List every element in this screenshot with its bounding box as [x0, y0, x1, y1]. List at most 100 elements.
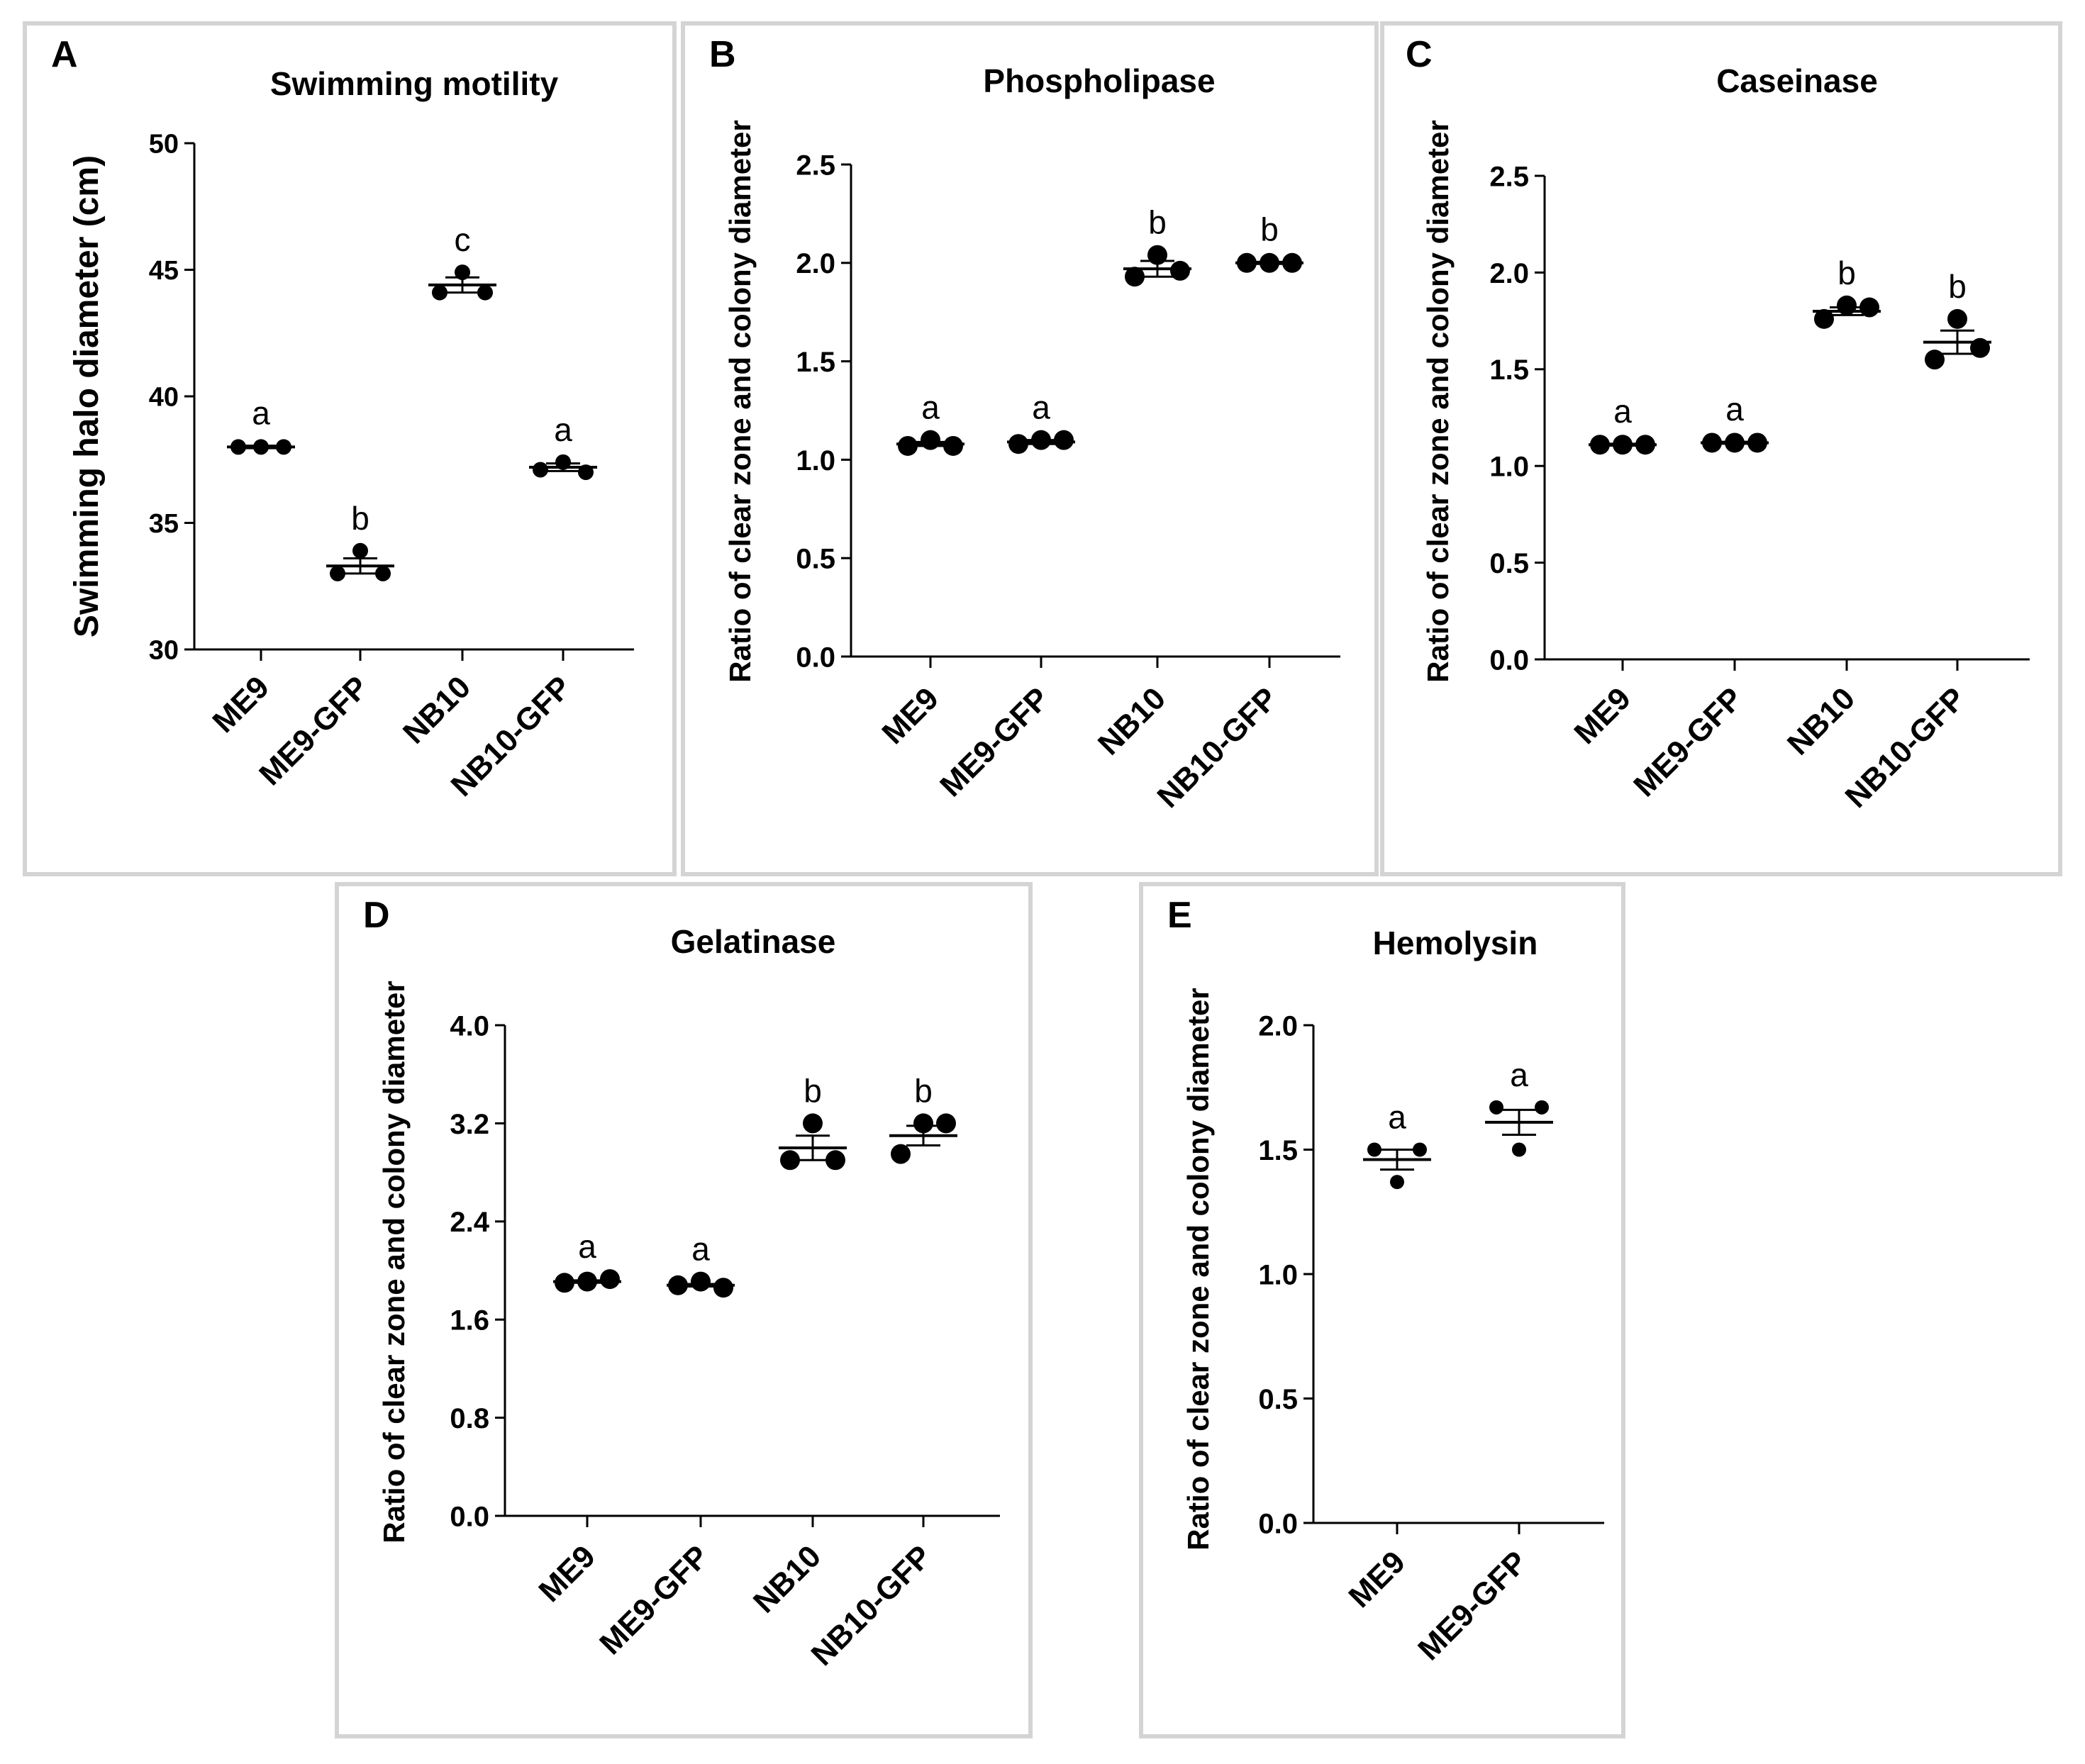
- y-tick-label: 1.5: [1489, 355, 1529, 386]
- significance-letter: a: [691, 1231, 710, 1268]
- x-tick-label: ME9: [532, 1539, 602, 1609]
- y-axis-label: Ratio of clear zone and colony diameter: [1182, 988, 1215, 1551]
- data-point: [600, 1269, 620, 1290]
- data-point: [936, 1113, 956, 1134]
- y-tick-label: 1.0: [1258, 1259, 1298, 1290]
- x-tick-label: NB10: [1091, 681, 1172, 761]
- panel-b: B Phospholipase Ratio of clear zone and co…: [681, 21, 1379, 876]
- data-point: [1925, 350, 1945, 370]
- significance-letter: a: [1725, 391, 1744, 428]
- significance-letter: a: [1032, 389, 1050, 426]
- x-tick-label: ME9: [875, 681, 945, 751]
- significance-letter: b: [1260, 211, 1279, 247]
- y-tick-label: 3.2: [450, 1109, 489, 1140]
- y-tick-label: 0.8: [450, 1403, 489, 1434]
- data-point: [1054, 430, 1074, 450]
- data-point: [330, 565, 345, 581]
- data-point: [1814, 308, 1834, 329]
- data-point: [455, 264, 470, 281]
- data-point: [1535, 1100, 1549, 1115]
- panel-e: E Hemolysin Ratio of clear zone and colony…: [1139, 882, 1625, 1738]
- y-axis-label: Swimming halo diameter (cm): [68, 155, 106, 637]
- y-tick-label: 2.0: [1489, 258, 1529, 289]
- chart-c: C Caseinase Ratio of clear zone and colony…: [1406, 34, 2030, 815]
- data-point: [1170, 260, 1190, 281]
- significance-letter: c: [455, 221, 471, 258]
- x-tick-label: ME9: [1567, 681, 1638, 751]
- y-tick-label: 0.0: [1258, 1508, 1298, 1539]
- data-point: [898, 435, 918, 456]
- x-tick-label: ME9-GFP: [593, 1539, 716, 1661]
- x-tick-label: NB10-GFP: [1839, 681, 1973, 815]
- y-tick-label: 1.6: [450, 1305, 489, 1336]
- y-axis-label: Ratio of clear zone and colony diameter: [723, 120, 757, 683]
- x-tick-label: ME9-GFP: [933, 681, 1056, 803]
- y-axis-label: Ratio of clear zone and colony diameter: [1421, 120, 1455, 683]
- y-tick-label: 2.5: [1489, 161, 1529, 192]
- y-tick-label: 0.0: [796, 642, 835, 673]
- panel-letter: B: [709, 34, 736, 75]
- y-tick-label: 2.4: [450, 1207, 489, 1238]
- data-point: [1512, 1142, 1526, 1157]
- x-tick-label: NB10: [1781, 681, 1862, 761]
- y-tick-label: 35: [149, 509, 179, 539]
- data-point: [780, 1150, 800, 1171]
- significance-letter: b: [1948, 268, 1967, 305]
- panel-c: C Caseinase Ratio of clear zone and colony…: [1380, 21, 2062, 876]
- panel-letter: E: [1167, 895, 1192, 936]
- data-point: [1489, 1100, 1503, 1115]
- data-point: [1947, 308, 1967, 329]
- chart-title: Gelatinase: [671, 923, 836, 960]
- chart-b: B Phospholipase Ratio of clear zone and co…: [709, 34, 1340, 815]
- significance-letter: a: [1510, 1056, 1528, 1093]
- data-point: [913, 1113, 933, 1134]
- chart-title: Hemolysin: [1373, 925, 1538, 961]
- y-tick-label: 0.0: [450, 1501, 489, 1532]
- x-tick-label: ME9-GFP: [1627, 681, 1750, 803]
- x-tick-label: NB10: [396, 669, 477, 750]
- significance-letter: a: [578, 1228, 596, 1265]
- x-tick-label: NB10: [747, 1539, 828, 1619]
- data-point: [1008, 434, 1028, 454]
- y-tick-label: 30: [149, 636, 179, 666]
- x-tick-label: ME9: [1342, 1544, 1412, 1614]
- x-tick-label: ME9-GFP: [1411, 1544, 1534, 1667]
- y-tick-label: 2.0: [1258, 1010, 1298, 1042]
- data-point: [1413, 1142, 1427, 1157]
- y-tick-label: 40: [149, 383, 179, 413]
- y-tick-label: 1.0: [796, 445, 835, 476]
- data-point: [891, 1144, 911, 1164]
- x-tick-label: NB10-GFP: [1151, 681, 1285, 815]
- chart-a: A Swimming motility Swimming halo diameter…: [51, 34, 634, 803]
- significance-letter: b: [351, 500, 369, 537]
- significance-letter: a: [554, 411, 572, 448]
- chart-title: Caseinase: [1716, 62, 1878, 99]
- y-tick-label: 4.0: [450, 1010, 489, 1042]
- data-point: [713, 1278, 733, 1298]
- data-point: [533, 462, 548, 478]
- significance-letter: b: [914, 1072, 933, 1109]
- data-point: [691, 1271, 711, 1292]
- chart-d: D Gelatinase Ratio of clear zone and colon…: [363, 895, 1000, 1673]
- data-point: [352, 542, 368, 559]
- data-point: [943, 435, 963, 456]
- panel-letter: A: [51, 34, 78, 75]
- data-point: [803, 1113, 823, 1134]
- y-tick-label: 0.5: [796, 544, 835, 575]
- significance-letter: a: [1388, 1099, 1406, 1136]
- y-tick-label: 1.0: [1489, 452, 1529, 483]
- y-tick-label: 2.5: [796, 150, 835, 181]
- significance-letter: a: [921, 389, 940, 426]
- significance-letter: b: [1148, 204, 1167, 241]
- significance-letter: b: [1837, 255, 1856, 291]
- data-point: [1125, 267, 1145, 287]
- significance-letter: a: [252, 395, 270, 432]
- y-tick-label: 0.0: [1489, 644, 1529, 676]
- panel-letter: D: [363, 895, 390, 936]
- significance-letter: a: [1613, 393, 1632, 430]
- y-tick-label: 45: [149, 256, 179, 286]
- chart-e: E Hemolysin Ratio of clear zone and colony…: [1167, 895, 1604, 1667]
- y-tick-label: 1.5: [796, 347, 835, 378]
- y-tick-label: 0.5: [1258, 1384, 1298, 1415]
- y-tick-label: 1.5: [1258, 1135, 1298, 1166]
